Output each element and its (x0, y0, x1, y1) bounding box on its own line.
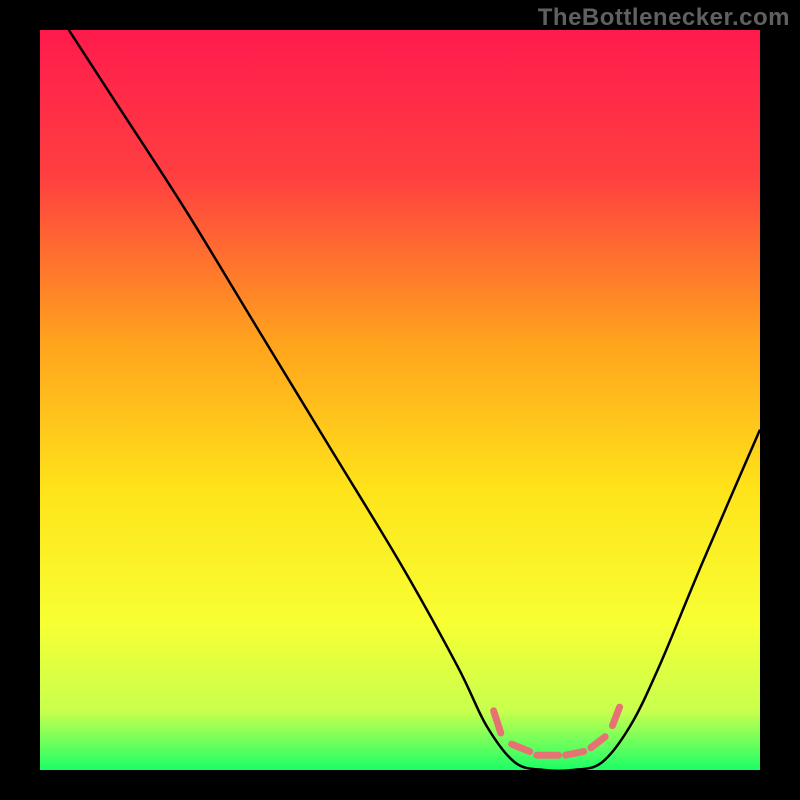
watermark-text: TheBottlenecker.com (538, 4, 790, 32)
gradient-background (40, 30, 760, 770)
chart-stage: TheBottlenecker.com (0, 0, 800, 800)
trough-marker (566, 752, 584, 756)
plot-svg (40, 30, 760, 770)
plot-area (40, 30, 760, 770)
